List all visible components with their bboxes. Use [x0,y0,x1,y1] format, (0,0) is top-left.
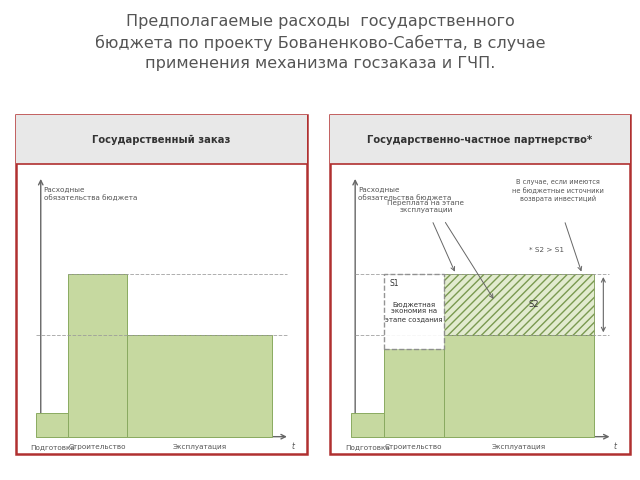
Text: Эксплуатация: Эксплуатация [172,444,227,450]
Text: S2: S2 [529,300,540,309]
Bar [444,274,595,335]
Text: Подготовка: Подготовка [30,444,75,450]
Text: Переплата на этапе
эксплуатации: Переплата на этапе эксплуатации [387,200,465,213]
Text: Эксплуатация: Эксплуатация [492,444,546,450]
Text: Строительство: Строительство [68,444,126,450]
Text: Строительство: Строительство [385,444,443,450]
Bar [351,413,384,437]
Bar [16,115,307,164]
Text: В случае, если имеются
не бюджетные источники
возврата инвестиций: В случае, если имеются не бюджетные исто… [512,180,604,202]
Bar [444,335,595,437]
Text: Подготовка: Подготовка [345,444,390,450]
Text: Расходные
обязательства бюджета: Расходные обязательства бюджета [44,186,137,201]
Bar [36,413,68,437]
Text: t: t [614,442,617,451]
Text: Государственно-частное партнерство*: Государственно-частное партнерство* [367,135,593,145]
Bar [384,274,444,348]
Text: t: t [291,442,294,451]
Bar [444,274,595,335]
Bar [127,335,272,437]
Bar [384,348,444,437]
Bar [68,274,127,437]
Text: Государственный заказ: Государственный заказ [92,135,231,145]
Text: Предполагаемые расходы  государственного
бюджета по проекту Бованенково-Сабетта,: Предполагаемые расходы государственного … [95,14,545,71]
Text: S1: S1 [389,279,399,288]
Text: Бюджетная
экономия на
этапе создания: Бюджетная экономия на этапе создания [385,301,443,322]
Bar [330,115,630,164]
Text: Расходные
обязательства бюджета: Расходные обязательства бюджета [358,186,452,201]
Text: * S2 > S1: * S2 > S1 [529,247,564,253]
